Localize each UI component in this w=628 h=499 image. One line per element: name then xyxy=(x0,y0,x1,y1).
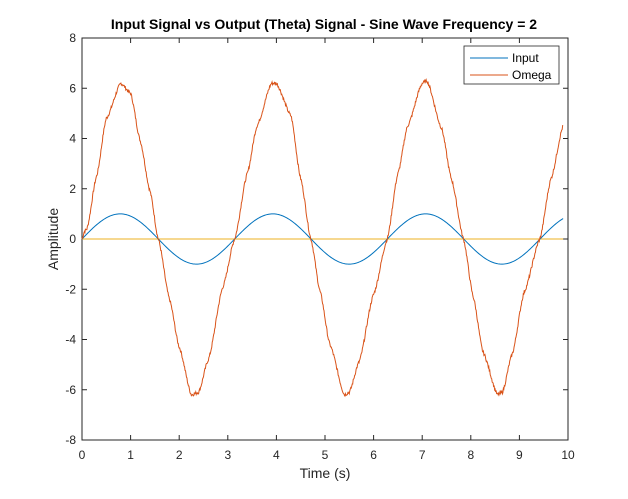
x-tick-label: 9 xyxy=(516,448,523,462)
y-tick-label: -8 xyxy=(65,433,76,447)
chart-title: Input Signal vs Output (Theta) Signal - … xyxy=(111,16,537,32)
x-tick-label: 0 xyxy=(79,448,86,462)
legend-label-input: Input xyxy=(512,51,539,65)
x-tick-label: 6 xyxy=(370,448,377,462)
x-tick-label: 1 xyxy=(127,448,134,462)
x-axis-label: Time (s) xyxy=(300,465,351,481)
y-axis: -8 -6 -4 -2 0 2 4 6 8 xyxy=(65,31,568,447)
x-tick-label: 7 xyxy=(419,448,426,462)
series-layer xyxy=(81,78,564,398)
x-tick-label: 10 xyxy=(561,448,575,462)
x-tick-label: 5 xyxy=(322,448,329,462)
y-tick-label: 2 xyxy=(69,182,76,196)
x-tick-label: 8 xyxy=(467,448,474,462)
series-omega-line xyxy=(81,78,564,398)
x-tick-label: 3 xyxy=(224,448,231,462)
x-tick-label: 2 xyxy=(176,448,183,462)
y-tick-label: -2 xyxy=(65,282,76,296)
legend-label-omega: Omega xyxy=(512,68,552,82)
y-tick-label: 0 xyxy=(69,232,76,246)
y-tick-label: -4 xyxy=(65,333,76,347)
y-tick-label: -6 xyxy=(65,383,76,397)
legend: Input Omega xyxy=(463,45,560,85)
y-axis-label: Amplitude xyxy=(45,208,61,270)
y-tick-label: 8 xyxy=(69,31,76,45)
legend-box xyxy=(463,45,560,85)
series-input-line xyxy=(81,213,564,265)
x-tick-label: 4 xyxy=(273,448,280,462)
x-axis: 0 1 2 3 4 5 6 7 8 9 10 xyxy=(79,38,575,462)
y-tick-label: 4 xyxy=(69,132,76,146)
y-tick-label: 6 xyxy=(69,81,76,95)
